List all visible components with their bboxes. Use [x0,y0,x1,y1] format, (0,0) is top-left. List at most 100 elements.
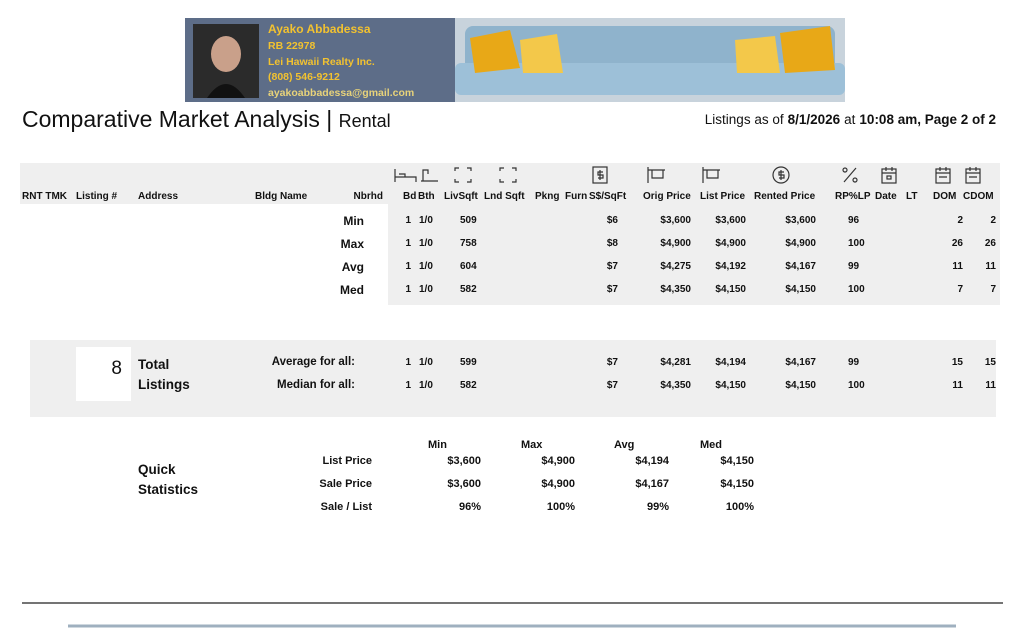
stat-value: 1/0 [419,357,433,368]
stat-value: 582 [460,284,477,295]
column-header: LivSqft [444,191,478,202]
listings-info: Listings as of 8/1/2026 at 10:08 am, Page 2… [705,112,996,127]
quick-stats-value: $4,150 [720,455,754,468]
stat-value: $7 [606,380,618,391]
column-header: Listing # [76,191,118,202]
column-header: Nbrhd [353,191,383,202]
agent-phone: (808) 546-9212 [268,71,340,83]
report-title: Comparative Market Analysis [22,106,320,132]
stat-value: $4,900 [715,238,746,249]
stat-value: 758 [460,238,477,249]
stat-value: $4,194 [715,357,746,368]
stat-value: 11 [952,261,963,272]
stat-value: 2 [957,215,963,226]
stat-value: 1 [405,215,411,226]
stat-value: $4,350 [660,284,691,295]
report-title-line: Comparative Market Analysis | Rental [22,106,391,133]
stat-value: 15 [951,357,963,368]
quick-stats-label: Sale / List [320,501,372,514]
stat-value: 1 [405,261,411,272]
stat-value: $7 [606,357,618,368]
stat-value: 100 [848,284,865,295]
stat-value: 99 [848,357,860,368]
quick-stats-value: 100% [546,501,575,514]
stat-value: 7 [990,284,996,295]
stat-value: $4,900 [660,238,691,249]
stat-value: 99 [848,261,860,272]
stat-value: 26 [951,238,963,249]
title-separator: | [326,106,333,132]
stat-value: 11 [985,261,996,272]
column-header: Bth [418,191,435,202]
quick-stats-value: $3,600 [447,478,481,491]
stat-value: 1 [405,357,411,368]
totals-row-label: Average for all: [271,356,355,369]
stat-value: $4,150 [785,284,816,295]
stat-value: 599 [460,357,477,368]
stat-value: $4,150 [785,380,816,391]
stat-value: 1/0 [419,238,433,249]
stat-value: $3,600 [660,215,691,226]
agent-company: Lei Hawaii Realty Inc. [268,56,375,68]
quick-stats-value: $4,900 [541,478,575,491]
stat-value: $4,150 [715,380,746,391]
stat-value: $8 [606,238,618,249]
column-header: RNT TMK [22,191,67,202]
quick-stats-value: $4,194 [635,455,669,468]
stat-value: $4,192 [715,261,746,272]
totals-row-label: Median for all: [277,379,355,392]
column-header: DOM [933,191,957,202]
quick-stats-title: Quick [138,461,176,477]
stat-value: 1/0 [419,284,433,295]
quick-stats-header: Avg [614,439,635,452]
stat-value: $4,167 [785,261,816,272]
stat-value: $4,167 [785,357,816,368]
footer-rules [22,602,1003,628]
stat-value: $7 [606,284,618,295]
stat-value: 7 [957,284,963,295]
stat-value: 1/0 [419,215,433,226]
quick-stats-value: 99% [646,501,669,514]
stat-value: 1 [405,284,411,295]
stat-value: $4,281 [660,357,691,368]
summary-label: Avg [341,259,364,274]
quick-stats-value: $4,150 [720,478,754,491]
quick-stats-value: $4,900 [541,455,575,468]
stat-value: 2 [990,215,996,226]
summary-label: Med [340,282,364,297]
quick-stats-value: 100% [725,501,754,514]
listing-count: 8 [111,357,122,379]
stat-value: 100 [848,380,865,391]
stat-value: $3,600 [785,215,816,226]
stat-value: $4,900 [785,238,816,249]
column-header: Bd [403,191,417,202]
quick-stats-header: Max [521,439,543,452]
quick-stats-value: 96% [458,501,481,514]
agent-email: ayakoabbadessa@gmail.com [268,87,415,99]
stat-value: 1/0 [419,380,433,391]
stat-value: 1/0 [419,261,433,272]
totals-band [30,340,996,417]
listings-date: 8/1/2026 [787,112,841,127]
agent-banner [185,18,845,102]
column-header: RP%LP [835,191,871,202]
agent-license: RB 22978 [268,40,316,52]
stat-value: 582 [460,380,477,391]
column-header: Address [138,191,179,202]
stat-value: $6 [606,215,618,226]
stat-value: 509 [460,215,477,226]
listings-at: at [844,112,856,127]
quick-stats-title: Statistics [138,481,199,497]
quick-stats-label: List Price [322,455,372,468]
quick-stats-header: Med [700,439,722,452]
stat-value: $7 [606,261,618,272]
quick-stats-header: Min [428,439,447,452]
summary-label: Min [343,213,364,228]
column-header: List Price [700,191,746,202]
summary-band [388,204,1000,305]
column-header: Rented Price [754,191,816,202]
column-header: Date [875,191,897,202]
stat-value: $4,350 [660,380,691,391]
stat-value: 1 [405,238,411,249]
